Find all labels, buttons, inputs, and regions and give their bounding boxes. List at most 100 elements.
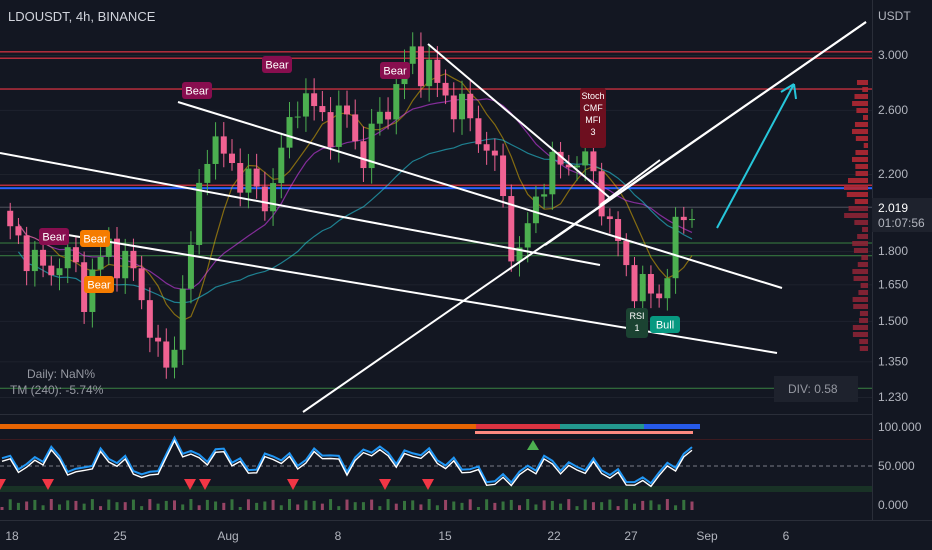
signal-label-bear-dark: Stoch CMF MFI 3 [580,88,606,148]
candle [270,168,277,226]
trendline [544,21,867,246]
div-badge [774,376,858,402]
candle [574,156,580,181]
signal-label-bull-dark: RSI 1 [626,308,648,338]
price-tick-label: 3.000 [878,48,908,62]
candle [122,238,129,294]
buy-marker [527,440,539,450]
signal-label-bear: Bear [262,56,292,73]
daily-change-label: Daily: NaN% [27,367,95,381]
price-tick-label: 1.500 [878,314,908,328]
candle [237,148,244,207]
candle [15,218,22,245]
time-tick-label: Sep [696,529,718,543]
candle [680,206,687,234]
candle [516,236,523,277]
resistance-level [0,88,872,90]
sell-marker [379,479,391,490]
candle [114,226,120,292]
candle [639,265,646,317]
current-price-tag [872,198,932,232]
osc-tick-label: 0.000 [878,498,908,512]
sell-marker [184,479,196,490]
svg-text:Bear: Bear [265,60,289,72]
trendline [427,43,611,199]
candle [557,141,564,179]
price-tick-label: 1.230 [878,390,908,404]
oscillator-signal-line [1,439,693,488]
candle [500,143,507,208]
candle [442,69,449,105]
signal-label-bear-orange: Bear [84,276,114,293]
candle [344,90,350,128]
candle [508,184,515,272]
candle [294,101,301,129]
candle [631,257,638,313]
candle-countdown: 01:07:56 [878,216,925,230]
current-price-value: 2.019 [878,201,908,215]
blue-level [0,187,872,190]
candle [467,81,474,132]
candle [171,336,178,379]
candle [491,138,498,171]
svg-text:1: 1 [634,323,639,333]
price-tick-label: 2.200 [878,167,908,181]
svg-text:3: 3 [590,127,595,137]
candle [434,46,441,98]
candle [229,139,235,171]
candle [483,131,490,165]
candle [459,80,465,135]
candle [48,256,55,286]
candle [615,211,622,257]
oscillator-panel [0,424,872,510]
candle [376,97,383,136]
support-level [0,255,872,257]
candle [689,208,695,228]
resistance-level [0,184,872,186]
candle [352,99,359,150]
svg-text:Bear: Bear [83,234,107,246]
candle [549,141,556,210]
sell-marker [42,479,54,490]
candle [179,275,186,366]
candle [606,208,613,234]
sell-marker [422,479,434,490]
svg-text:Bear: Bear [185,86,209,98]
signal-label-bull: Bull [650,316,680,333]
candle [155,324,162,357]
signal-label-bear: Bear [380,62,410,79]
candle [204,149,211,196]
price-tick-label: 1.350 [878,354,908,368]
support-level [0,387,872,389]
svg-text:RSI: RSI [629,311,644,321]
candle [302,78,309,132]
candle [541,183,548,209]
candle [286,102,293,159]
tm-change-label: TM (240): -5.74% [10,383,104,397]
time-tick-label: Aug [217,529,238,543]
candle [23,226,30,286]
candle [582,142,589,182]
projection-arrow [716,83,797,229]
support-level [0,242,872,244]
time-tick-label: 18 [5,529,19,543]
candle [360,126,367,183]
candle [7,202,14,240]
candle [590,142,597,184]
oscillator-line [1,435,693,485]
candle [253,153,260,199]
candle [212,122,219,180]
sell-marker [0,479,6,490]
price-tick-label: 2.600 [878,103,908,117]
sell-marker [199,479,211,490]
svg-text:Bear: Bear [87,280,111,292]
candle [311,78,318,121]
volume-profile [844,80,868,351]
candle [524,212,531,263]
moving-average [17,138,693,304]
candle [409,32,416,75]
candle [72,236,79,273]
candle [56,258,63,291]
osc-tick-label: 100.000 [878,420,922,434]
